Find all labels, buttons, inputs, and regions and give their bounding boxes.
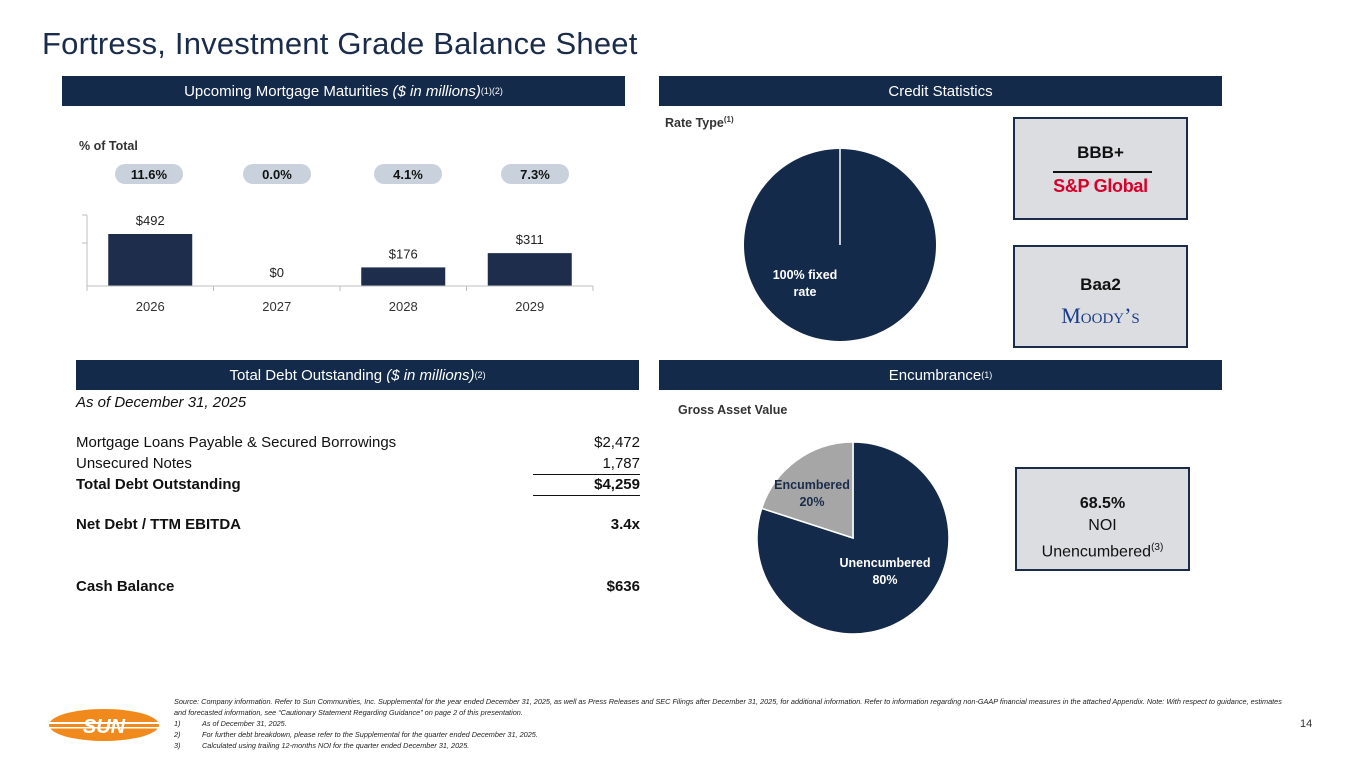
credit-header: Credit Statistics [659,76,1222,106]
footnote-num: 3) [174,741,181,750]
page-title: Fortress, Investment Grade Balance Sheet [42,26,638,61]
debt-as-of: As of December 31, 2025 [76,394,247,411]
sp-global-logo: S&P Global [1053,176,1148,196]
rate-type-pie [744,149,936,341]
footnote-num: 1) [174,719,181,728]
unencumbered-pct: 80% [872,573,898,587]
debt-header-sup: (2) [474,370,486,380]
rate-pie-label-line2: rate [793,285,817,299]
bar-2028 [361,267,446,286]
encumbrance-header-text: Encumbrance [888,366,982,384]
pie-slice-encumbered [760,441,854,540]
sp-rating: BBB+ [1077,143,1124,162]
pct-of-total-label: % of Total [79,139,138,153]
footnote-text: Calculated using trailing 12-months NOI … [202,741,470,750]
noi-pct: 68.5% [1079,495,1126,512]
debt-row-value: $636 [606,578,640,595]
footnote-item: 3) Calculated using trailing 12-months NO… [174,740,1284,751]
debt-row-value: 1,787 [602,455,640,472]
unencumbered-label: Unencumbered 80% [822,555,948,589]
noi-sup: (3) [1151,542,1164,553]
moodys-rating-box: Baa2 Moody’s [1013,245,1188,348]
maturities-bar-chart: $492 2026 $0 2027 $176 2028 $311 2029 [82,213,594,314]
bar-2026 [108,234,193,286]
gross-asset-value-label: Gross Asset Value [678,403,788,417]
debt-row-value: 3.4x [610,516,640,533]
encumbered-name: Encumbered [774,478,850,492]
rate-pie-label-line1: 100% fixed [772,268,838,282]
debt-row-value: $2,472 [594,434,640,451]
maturities-header-text: Upcoming Mortgage Maturities [184,82,389,100]
debt-row-mortgage: Mortgage Loans Payable & Secured Borrowi… [76,434,640,451]
debt-row-label: Total Debt Outstanding [76,476,241,493]
sun-logo-stripe [48,727,160,729]
debt-row-net-debt: Net Debt / TTM EBITDA 3.4x [76,516,640,533]
debt-row-label: Mortgage Loans Payable & Secured Borrowi… [76,434,397,451]
encumbered-label: Encumbered 20% [766,477,858,511]
maturities-header: Upcoming Mortgage Maturities ($ in milli… [62,76,625,106]
noi-unencumbered-box: 68.5% NOI Unencumbered(3) [1015,467,1190,571]
pct-pill-2029: 7.3% [501,164,569,184]
subtotal-rule [533,474,640,475]
debt-header-text: Total Debt Outstanding [229,366,383,384]
footnote-num: 2) [174,730,181,739]
encumbered-pct: 20% [799,495,825,509]
x-tick-label: 2028 [389,299,418,314]
maturities-header-sup: (1)(2) [480,86,503,96]
moodys-rating: Baa2 [1080,275,1121,294]
encumbrance-header-sup: (1) [981,370,993,380]
debt-row-label: Unsecured Notes [76,455,192,472]
sun-logo-stripe [48,722,160,724]
pct-pill-2027: 0.0% [243,164,311,184]
debt-row-label: Cash Balance [76,578,175,595]
debt-header: Total Debt Outstanding ($ in millions) (2… [76,360,639,390]
footnotes: Source: Company information. Refer to Su… [174,696,1284,751]
footnote-item: 2) For further debt breakdown, please ref… [174,729,1284,740]
page-number: 14 [1300,718,1313,730]
pct-pill-2026: 11.6% [115,164,183,184]
footnote-text: As of December 31, 2025. [202,719,287,728]
sun-logo-ellipse [49,709,159,741]
rate-type-label-text: Rate Type [665,116,724,131]
encumbrance-header: Encumbrance (1) [659,360,1222,390]
debt-row-value: $4,259 [594,476,640,493]
moodys-logo: Moody’s [1061,303,1140,328]
total-rule [533,495,640,496]
sun-logo-text: SUN [83,716,126,738]
footnote-text: For further debt breakdown, please refer… [202,730,538,739]
unencumbered-name: Unencumbered [839,556,931,570]
rate-type-label: Rate Type(1) [665,115,734,130]
bar-value-label: $492 [136,213,165,228]
sp-rating-box: BBB+ S&P Global [1013,117,1188,220]
footnote-item: 1) As of December 31, 2025. [174,718,1284,729]
debt-row-label: Net Debt / TTM EBITDA [76,516,241,533]
bar-value-label: $0 [270,265,284,280]
pct-pill-2028: 4.1% [374,164,442,184]
maturities-header-units: ($ in millions) [392,82,481,100]
noi-line2-wrap: Unencumbered(3) [1017,537,1188,563]
bar-2029 [487,253,572,286]
bar-value-label: $176 [389,246,418,261]
debt-row-unsecured: Unsecured Notes 1,787 [76,455,640,472]
footnote-source: Source: Company information. Refer to Su… [174,697,1282,717]
debt-row-total: Total Debt Outstanding $4,259 [76,476,640,493]
noi-line1: NOI [1088,517,1117,534]
rate-type-sup: (1) [723,115,734,124]
bar-value-label: $311 [516,232,544,247]
x-tick-label: 2027 [262,299,291,314]
sp-divider [1053,171,1152,173]
debt-header-units: ($ in millions) [386,366,475,384]
noi-line2: Unencumbered [1041,543,1152,561]
rate-pie-label: 100% fixed rate [740,267,870,301]
encumbrance-pie [756,441,950,635]
x-tick-label: 2026 [136,299,165,314]
x-tick-label: 2029 [515,299,544,314]
sun-logo: SUN [48,709,160,741]
debt-row-cash: Cash Balance $636 [76,578,640,595]
